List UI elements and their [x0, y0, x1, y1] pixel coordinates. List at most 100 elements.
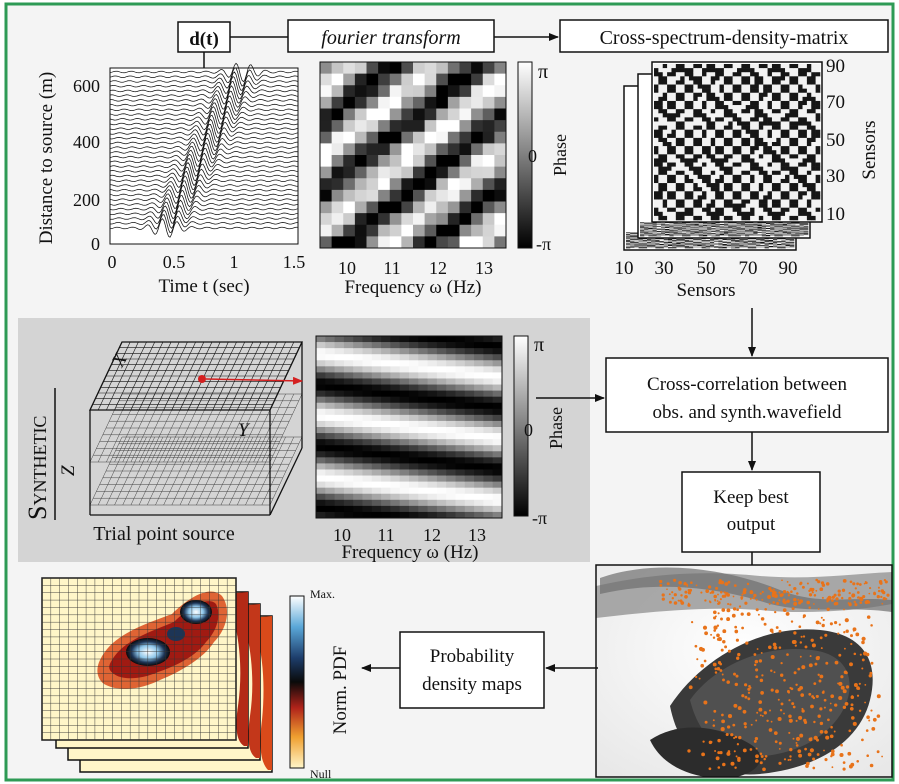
csdm-cell — [663, 245, 669, 247]
csdm-cell — [735, 244, 740, 246]
csdm-cell — [728, 228, 733, 229]
csdm-cell — [795, 235, 800, 237]
csdm-cell — [667, 211, 672, 217]
csdm-cell — [753, 225, 758, 227]
csdm-cell — [781, 239, 786, 241]
csdm-cell — [757, 223, 763, 225]
csdm-cell — [785, 239, 791, 240]
csdm-cell — [758, 178, 764, 184]
csdm-cell — [665, 225, 670, 226]
csdm-cell — [781, 245, 786, 246]
csdm-cell — [768, 241, 774, 242]
csdm-cell — [677, 234, 683, 236]
csdm-cell — [753, 224, 758, 225]
csdm-cell — [644, 229, 649, 230]
csdm-cell — [799, 227, 805, 228]
csdm-cell — [781, 240, 786, 242]
csdm-cell — [778, 225, 784, 227]
csdm-cell — [795, 232, 800, 234]
csdm-cell — [684, 162, 690, 167]
csdm-cell — [710, 242, 715, 244]
csdm-cell — [667, 133, 672, 139]
csdm-cell — [782, 225, 788, 227]
csdm-cell — [702, 133, 707, 139]
csdm-cell — [811, 92, 816, 98]
csdm-cell — [656, 233, 662, 235]
csdm-cell — [764, 239, 770, 240]
csdm-cell — [673, 232, 679, 234]
csdm-cell — [739, 238, 744, 240]
csdm-cell — [684, 113, 690, 118]
phase-cell — [320, 213, 333, 226]
csdm-cell — [686, 224, 691, 226]
csdm-cell — [711, 235, 716, 236]
csdm-cell — [741, 178, 747, 184]
csdm-cell — [715, 117, 720, 122]
csdm-cell — [799, 233, 805, 234]
csdm-cell — [680, 246, 686, 247]
csdm-cell — [761, 234, 767, 236]
csdm-cell — [756, 245, 761, 247]
csdm-cell — [723, 166, 729, 172]
csdm-cell — [764, 246, 770, 248]
csdm-cell — [789, 92, 795, 98]
csdm-cell — [750, 142, 755, 147]
csdm-cell — [662, 109, 668, 114]
csdm-cell — [767, 96, 773, 102]
csdm-cell — [688, 154, 694, 159]
csdm-cell — [737, 191, 742, 196]
phase-cell — [389, 155, 402, 168]
csdm-cell — [732, 226, 737, 227]
csdm-cell — [684, 166, 690, 172]
csdm-cell — [710, 244, 715, 246]
csdm-cell — [776, 215, 781, 221]
csdm-cell — [714, 244, 719, 245]
csdm-cell — [741, 207, 747, 213]
csdm-cell — [780, 117, 786, 122]
csdm-cell — [693, 242, 698, 243]
csdm-cell — [798, 178, 803, 184]
csdm-cell — [787, 225, 792, 227]
csdm-cell — [770, 224, 775, 225]
csdm-cell — [793, 80, 799, 85]
csdm-cell — [760, 246, 765, 248]
csdm-cell — [656, 232, 662, 234]
csdm-cell — [652, 224, 658, 226]
csdm-cell — [735, 240, 740, 242]
csdm-cell — [698, 231, 704, 233]
csdm-cell — [728, 222, 733, 224]
csdm-cell — [752, 245, 757, 247]
csdm-cell — [789, 76, 795, 81]
csdm-cell — [791, 223, 796, 225]
csdm-cell — [758, 158, 764, 163]
csdm-cell — [673, 227, 679, 228]
csdm-cell — [656, 224, 662, 225]
csdm-cell — [787, 223, 792, 225]
phase-cell — [424, 201, 437, 214]
csdm-cell — [626, 247, 631, 249]
csdm-cell — [656, 227, 662, 229]
csdm-cell — [684, 105, 690, 110]
phase-cell — [482, 73, 495, 86]
csdm-cell — [710, 240, 715, 241]
csdm-cell — [766, 226, 771, 228]
csdm-cell — [671, 207, 677, 213]
csdm-cell — [776, 72, 781, 77]
csdm-cell — [785, 150, 790, 155]
csdm-cell — [693, 142, 698, 147]
csdm-cell — [793, 195, 799, 200]
csdm-cell — [688, 199, 694, 204]
csdm-cell — [740, 234, 746, 235]
csdm-cell — [732, 92, 738, 98]
csdm-cell — [777, 245, 782, 246]
csdm-cell — [802, 215, 808, 221]
csdm-cell — [655, 240, 660, 242]
csdm-cell — [789, 246, 795, 247]
csdm-cell — [688, 178, 694, 184]
csdm-cell — [680, 244, 686, 246]
csdm-cell — [697, 203, 703, 208]
csdm-cell — [711, 233, 716, 235]
csdm-cell — [714, 245, 719, 247]
csdm-cell — [754, 76, 760, 81]
csdm-cell — [793, 96, 799, 102]
